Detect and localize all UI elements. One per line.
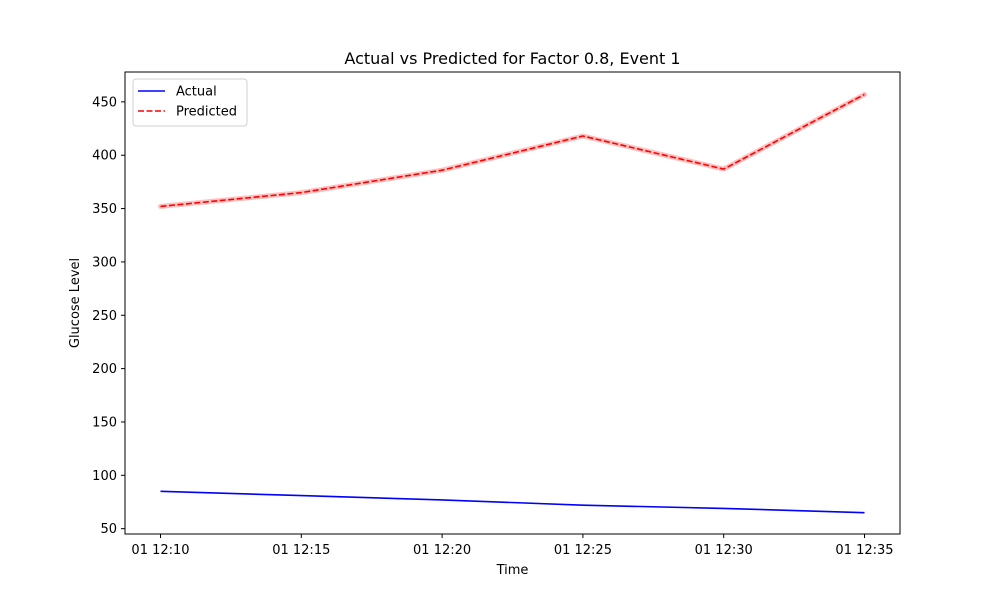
x-axis-label: Time	[496, 563, 529, 578]
x-tick-label: 01 12:20	[413, 543, 471, 558]
y-tick-label: 50	[100, 522, 117, 537]
x-axis: 01 12:10 01 12:15 01 12:20 01 12:25 01 12:30…	[131, 534, 894, 558]
x-tick-label: 01 12:15	[272, 543, 330, 558]
x-tick-label: 01 12:10	[131, 543, 189, 558]
plot-area	[158, 91, 867, 514]
y-tick-label: 200	[92, 362, 117, 377]
x-tick-label: 01 12:25	[554, 543, 612, 558]
chart-title: Actual vs Predicted for Factor 0.8, Even…	[344, 49, 680, 68]
series-line-actual	[160, 490, 865, 514]
y-axis-label: Glucose Level	[68, 258, 83, 348]
series-line-predicted	[160, 93, 865, 208]
legend-label-actual: Actual	[176, 85, 217, 100]
y-tick-label: 250	[92, 309, 117, 324]
legend: Actual Predicted	[132, 78, 248, 127]
y-tick-label: 450	[92, 95, 117, 110]
x-tick-label: 01 12:30	[695, 543, 753, 558]
y-axis: 50 100 150 200 250 300 350 400 450	[92, 95, 125, 537]
legend-label-predicted: Predicted	[176, 105, 237, 120]
y-tick-label: 400	[92, 149, 117, 164]
x-tick-label: 01 12:35	[835, 543, 893, 558]
plot-frame	[124, 71, 901, 535]
y-tick-label: 350	[92, 202, 117, 217]
y-tick-label: 300	[92, 255, 117, 270]
y-tick-label: 150	[92, 415, 117, 430]
y-tick-label: 100	[92, 469, 117, 484]
